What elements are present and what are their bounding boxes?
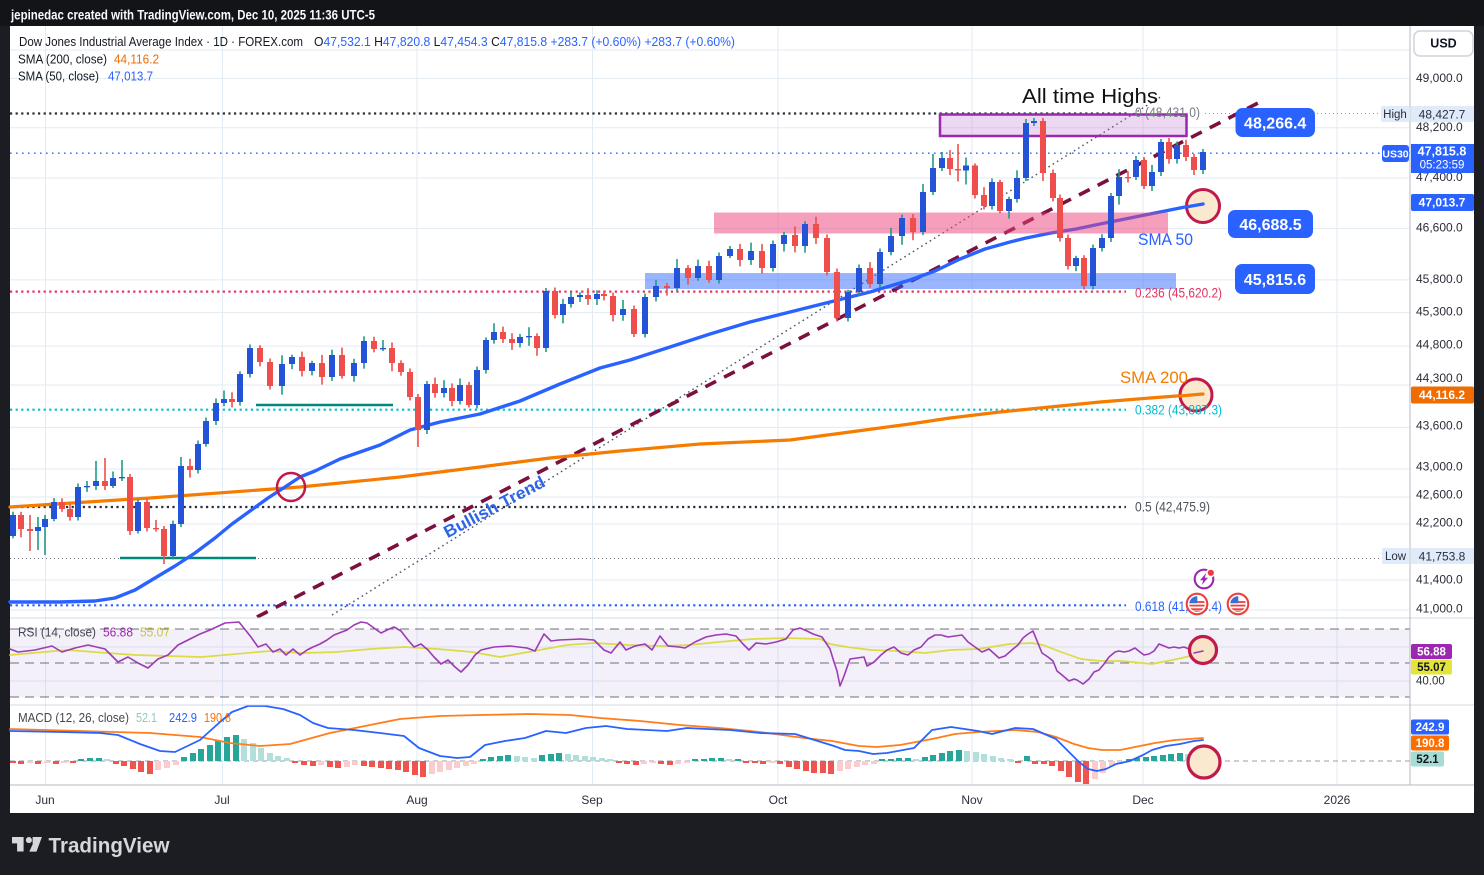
svg-text:SMA 50: SMA 50 <box>1138 230 1193 249</box>
svg-text:49,000.0: 49,000.0 <box>1416 71 1463 85</box>
svg-text:Aug: Aug <box>406 793 427 807</box>
svg-text:USD: USD <box>1430 37 1456 51</box>
svg-text:SMA 200: SMA 200 <box>1120 368 1188 387</box>
svg-text:52.1: 52.1 <box>1416 754 1439 766</box>
svg-text:42,200.0: 42,200.0 <box>1416 516 1463 530</box>
svg-text:45,800.0: 45,800.0 <box>1416 272 1463 286</box>
svg-text:46,600.0: 46,600.0 <box>1416 220 1463 234</box>
svg-text:42,600.0: 42,600.0 <box>1416 487 1463 501</box>
svg-text:0.618 (41,064.4): 0.618 (41,064.4) <box>1135 599 1222 614</box>
svg-text:43,000.0: 43,000.0 <box>1416 460 1463 474</box>
svg-text:47,400.0: 47,400.0 <box>1416 170 1463 184</box>
svg-text:Dec: Dec <box>1132 793 1153 807</box>
svg-text:Low: Low <box>1385 551 1407 563</box>
svg-text:48,266.4: 48,266.4 <box>1244 115 1306 132</box>
svg-text:46,688.5: 46,688.5 <box>1239 217 1301 234</box>
svg-text:44,800.0: 44,800.0 <box>1416 338 1463 352</box>
svg-text:US30: US30 <box>1382 149 1408 161</box>
svg-text:Nov: Nov <box>961 793 982 807</box>
svg-text:44,116.2: 44,116.2 <box>1419 388 1465 402</box>
svg-text:44,300.0: 44,300.0 <box>1416 371 1463 385</box>
svg-text:0 (48,431.0): 0 (48,431.0) <box>1135 105 1200 120</box>
svg-text:41,753.8: 41,753.8 <box>1419 550 1466 564</box>
svg-text:05:23:59: 05:23:59 <box>1420 160 1465 172</box>
svg-text:45,815.6: 45,815.6 <box>1244 272 1306 289</box>
svg-text:Oct: Oct <box>769 793 788 807</box>
svg-text:Jun: Jun <box>35 793 54 807</box>
svg-text:55.07: 55.07 <box>140 625 170 640</box>
svg-text:O47,532.1 H47,820.8 L47,454.3: O47,532.1 H47,820.8 L47,454.3 C47,815.8 … <box>314 34 735 49</box>
svg-text:0.382 (43,887.3): 0.382 (43,887.3) <box>1135 403 1222 418</box>
svg-text:242.9: 242.9 <box>1416 722 1445 734</box>
svg-text:48,200.0: 48,200.0 <box>1416 120 1463 134</box>
svg-text:Dow Jones Industrial Average I: Dow Jones Industrial Average Index · 1D … <box>19 34 303 49</box>
svg-text:RSI (14, close): RSI (14, close) <box>18 625 96 640</box>
svg-text:44,116.2: 44,116.2 <box>114 52 159 67</box>
svg-text:52.1: 52.1 <box>136 710 157 725</box>
svg-text:MACD (12, 26, close): MACD (12, 26, close) <box>18 710 129 725</box>
svg-text:43,600.0: 43,600.0 <box>1416 418 1463 432</box>
svg-text:All time Highs: All time Highs <box>1022 86 1158 108</box>
svg-text:47,013.7: 47,013.7 <box>1419 196 1466 210</box>
svg-text:High: High <box>1383 109 1407 121</box>
svg-text:SMA (200, close): SMA (200, close) <box>18 52 107 67</box>
svg-text:45,300.0: 45,300.0 <box>1416 305 1463 319</box>
svg-text:41,000.0: 41,000.0 <box>1416 601 1463 615</box>
svg-text:jepinedac created with Trading: jepinedac created with TradingView.com, … <box>10 8 375 23</box>
svg-text:2026: 2026 <box>1324 793 1351 807</box>
svg-text:41,400.0: 41,400.0 <box>1416 572 1463 586</box>
svg-text:0.236 (45,620.2): 0.236 (45,620.2) <box>1135 286 1222 301</box>
svg-text:SMA (50, close): SMA (50, close) <box>18 69 99 84</box>
svg-text:56.88: 56.88 <box>1417 647 1446 659</box>
svg-text:Sep: Sep <box>581 793 603 807</box>
svg-text:190.8: 190.8 <box>204 710 231 725</box>
svg-text:55.07: 55.07 <box>1417 662 1446 674</box>
svg-text:47,815.8: 47,815.8 <box>1418 145 1467 159</box>
svg-text:TradingView: TradingView <box>49 835 171 858</box>
svg-text:48,427.7: 48,427.7 <box>1419 108 1466 122</box>
svg-text:190.8: 190.8 <box>1416 738 1445 750</box>
svg-text:40.00: 40.00 <box>1416 676 1445 688</box>
svg-text:Jul: Jul <box>214 793 229 807</box>
svg-text:56.88: 56.88 <box>103 625 133 640</box>
svg-text:242.9: 242.9 <box>169 710 197 725</box>
svg-text:0.5 (42,475.9): 0.5 (42,475.9) <box>1135 500 1210 515</box>
svg-text:47,013.7: 47,013.7 <box>108 69 153 84</box>
